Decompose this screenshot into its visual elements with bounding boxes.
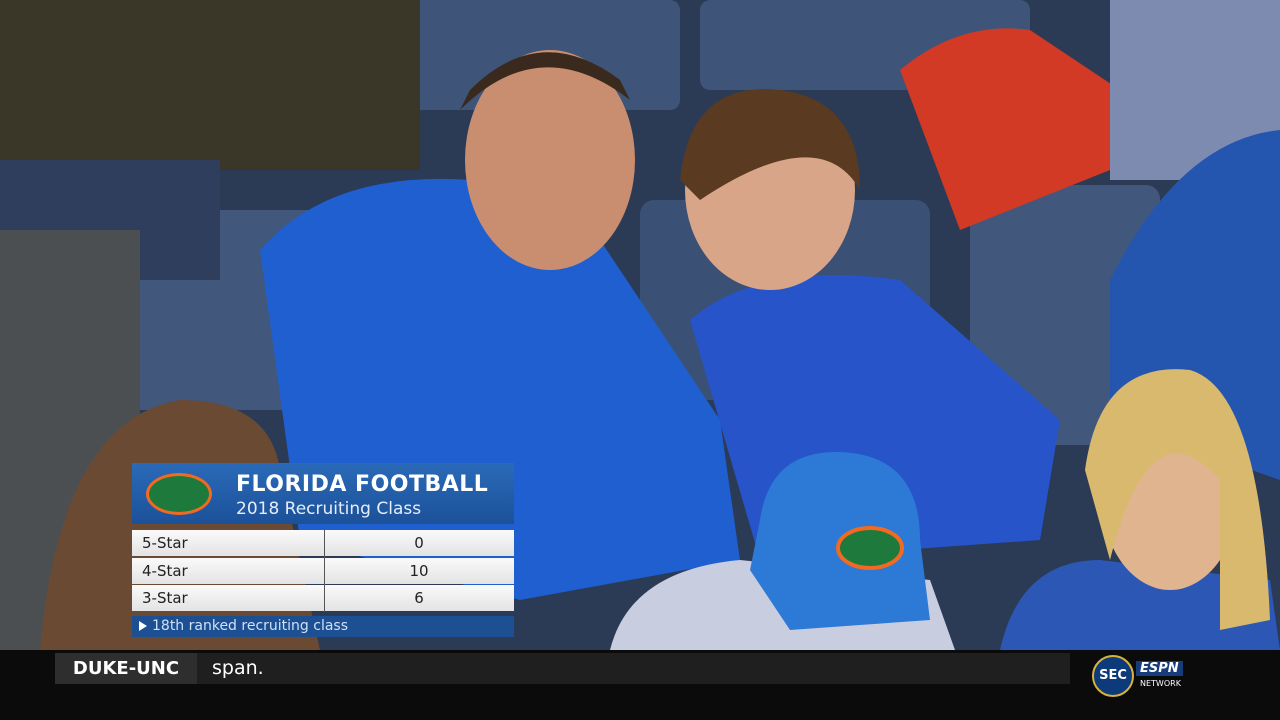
brand: ESPN <box>1136 661 1183 676</box>
graphic-footer: 18th ranked recruiting class <box>132 616 514 637</box>
divider <box>324 530 325 612</box>
jacket <box>900 28 1120 230</box>
brand-sub: NETWORK <box>1140 679 1181 688</box>
graphic-title: FLORIDA FOOTBALL <box>236 472 489 497</box>
ticker-text: span. <box>212 657 264 679</box>
recruiting-graphic: FLORIDA FOOTBALL 2018 Recruiting Class 5… <box>132 463 514 637</box>
row-label: 3-Star <box>142 589 188 607</box>
man-hair <box>460 52 630 110</box>
ticker: DUKE-UNC span. SEC ESPN NETWORK <box>0 650 1280 720</box>
graphic-subtitle: 2018 Recruiting Class <box>236 499 422 519</box>
woman-hair <box>1085 369 1270 630</box>
conference-logo: SEC <box>1092 655 1134 697</box>
cap-logo <box>836 526 904 570</box>
table-row: 5-Star 0 <box>132 530 514 556</box>
table-row: 4-Star 10 <box>132 557 514 584</box>
row-value: 6 <box>414 589 424 607</box>
network-logo: SEC ESPN NETWORK <box>1092 655 1188 697</box>
person <box>0 0 420 170</box>
row-label: 5-Star <box>142 534 188 552</box>
ticker-label: DUKE-UNC <box>55 653 197 684</box>
row-label: 4-Star <box>142 561 188 580</box>
woman-shirt <box>1000 560 1280 650</box>
crowd-scene <box>0 0 1280 650</box>
gator-logo <box>146 473 212 515</box>
boy-hair <box>680 89 860 200</box>
ticker-strip: DUKE-UNC span. <box>55 653 1070 684</box>
man-head <box>465 50 635 270</box>
graphic-header: FLORIDA FOOTBALL 2018 Recruiting Class <box>132 463 514 524</box>
row-value: 10 <box>409 561 429 580</box>
row-value: 0 <box>414 534 424 552</box>
table-row: 3-Star 6 <box>132 585 514 611</box>
